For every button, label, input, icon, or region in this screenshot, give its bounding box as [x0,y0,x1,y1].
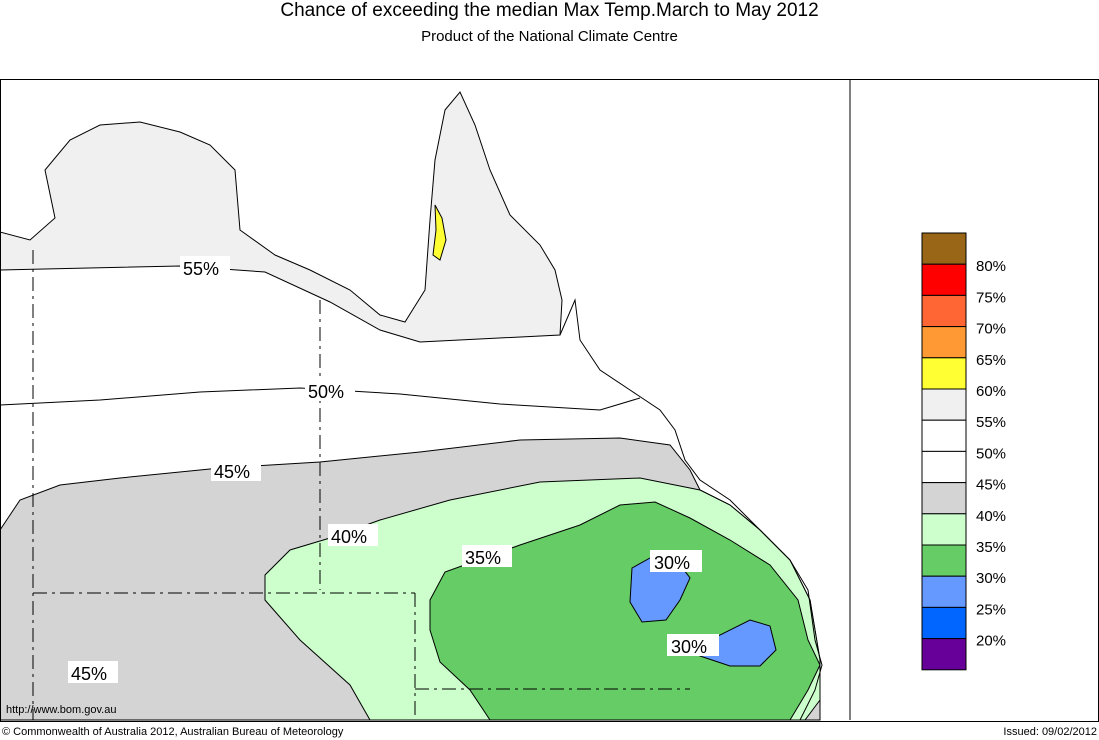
map-title: Chance of exceeding the median Max Temp.… [280,0,819,21]
state-borders [32,250,690,720]
region-55-60 [0,91,563,343]
label-45-b: 45% [71,664,107,684]
region-60-65 [432,204,447,261]
legend-swatch [921,575,967,608]
legend: 80% 75% 70% 65% 60% 55% 50% 45% 40% 35% 30% 25% 20% [921,232,1006,671]
label-35: 35% [465,548,501,568]
legend-label: 40% [976,508,1006,525]
label-30-b: 30% [671,637,707,657]
map-frame [0,79,1099,722]
legend-label: 80% [976,258,1006,275]
legend-label: 45% [976,477,1006,494]
region-30-35 [429,501,821,721]
label-30-a: 30% [654,553,690,573]
copyright: © Commonwealth of Australia 2012, Austra… [2,726,344,738]
coastline [559,298,823,721]
legend-swatch [921,326,967,359]
legend-swatch [921,294,967,328]
issued-date: Issued: 09/02/2012 [1003,726,1097,738]
legend-swatch [921,450,967,484]
legend-label: 25% [976,601,1006,618]
label-40: 40% [331,527,367,547]
map-subtitle: Product of the National Climate Centre [421,28,678,45]
legend-label: 50% [976,445,1006,462]
legend-label: 30% [976,570,1006,587]
legend-swatch [921,638,967,671]
legend-label: 55% [976,414,1006,431]
label-50: 50% [308,382,344,402]
legend-swatch [921,263,967,296]
legend-label: 65% [976,352,1006,369]
contour-labels: 55% 50% 45% 40% 35% 30% 30% 45% [68,256,719,684]
legend-swatch [921,544,967,577]
legend-label: 75% [976,289,1006,306]
legend-swatch [921,357,967,390]
legend-label: 70% [976,321,1006,338]
legend-label: 60% [976,383,1006,400]
legend-label: 20% [976,633,1006,650]
legend-swatch [921,513,967,546]
label-55: 55% [183,259,219,279]
legend-label: 35% [976,539,1006,556]
source-url: http://www.bom.gov.au [6,704,117,716]
label-45: 45% [214,462,250,482]
